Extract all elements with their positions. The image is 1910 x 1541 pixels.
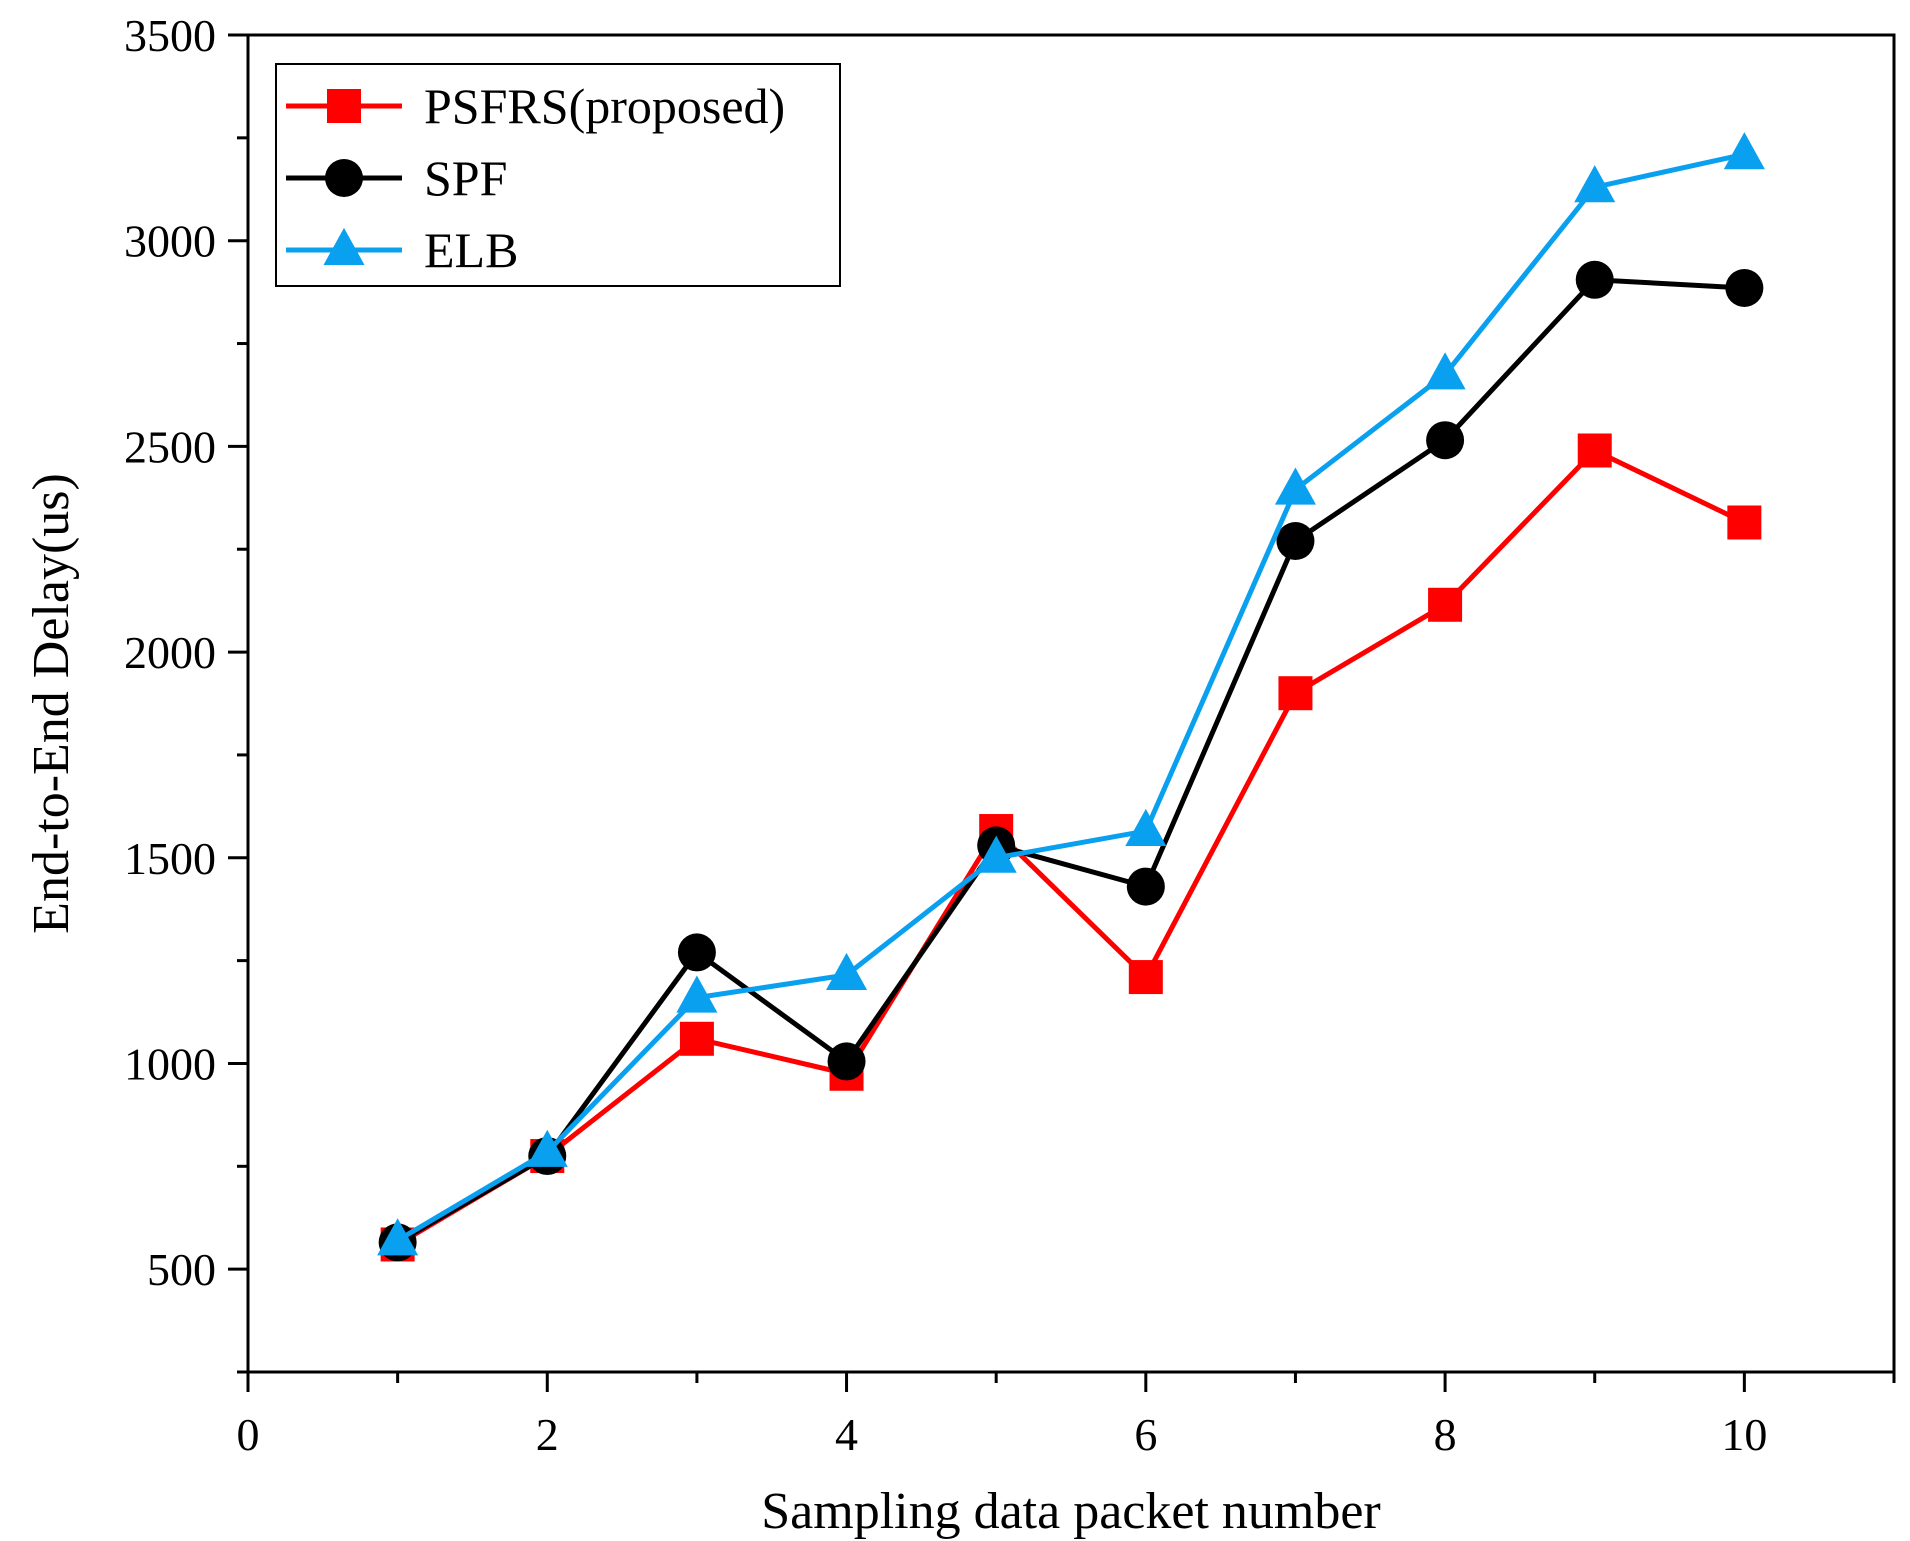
legend-label: PSFRS(proposed) <box>424 78 785 134</box>
data-point <box>1274 467 1316 505</box>
data-point <box>1276 522 1315 561</box>
data-point <box>1426 421 1465 460</box>
y-tick-label: 2000 <box>124 627 216 678</box>
series-elb <box>377 132 1765 1256</box>
x-tick-label: 6 <box>1134 1409 1157 1460</box>
data-point <box>1575 260 1614 299</box>
data-point <box>1725 269 1764 308</box>
series-layer <box>377 132 1765 1262</box>
axes-layer: 0 2 4 6 8 10 500 1000 1500 2000 2500 3000 3500 <box>124 10 1896 1460</box>
data-point <box>677 933 716 972</box>
data-point <box>1278 676 1313 711</box>
data-point <box>1126 867 1165 906</box>
y-tick-label: 1000 <box>124 1038 216 1089</box>
series-line <box>396 447 1746 1247</box>
data-point <box>676 975 718 1013</box>
data-point <box>1577 433 1612 468</box>
data-point <box>1125 808 1167 847</box>
x-tick-label: 10 <box>1721 1409 1767 1460</box>
legend-marker <box>325 159 363 197</box>
series-psfrs-proposed <box>380 433 1762 1262</box>
data-point <box>1574 165 1616 203</box>
y-axis-title: End-to-End Delay(us) <box>23 473 80 934</box>
data-point <box>526 1129 568 1167</box>
data-point <box>827 1042 866 1081</box>
legend-label: ELB <box>424 222 518 278</box>
y-tick-label: 3000 <box>124 216 216 267</box>
legend-marker <box>323 227 365 265</box>
x-tick-label: 4 <box>835 1409 858 1460</box>
x-tick-label: 0 <box>237 1409 260 1460</box>
data-point <box>1424 352 1466 390</box>
data-point <box>679 1021 714 1056</box>
y-tick-label: 3500 <box>124 10 216 61</box>
legend: PSFRS(proposed) SPF ELB <box>275 63 841 287</box>
x-axis-title: Sampling data packet number <box>761 1483 1380 1540</box>
data-point <box>1727 505 1762 540</box>
legend-label: SPF <box>424 150 507 206</box>
data-point <box>1428 587 1463 622</box>
data-point <box>1128 960 1163 995</box>
x-tick-label: 2 <box>536 1409 559 1460</box>
y-tick-label: 1500 <box>124 833 216 884</box>
data-point <box>826 952 868 991</box>
data-point <box>1723 132 1765 170</box>
y-tick-label: 2500 <box>124 421 216 472</box>
y-tick-label: 500 <box>147 1244 216 1295</box>
data-point <box>975 835 1017 873</box>
legend-marker <box>327 89 361 123</box>
series-line <box>396 277 1745 1245</box>
series-line <box>396 151 1745 1243</box>
x-tick-label: 8 <box>1434 1409 1457 1460</box>
data-point <box>377 1218 419 1256</box>
plot-frame <box>246 33 1896 1374</box>
